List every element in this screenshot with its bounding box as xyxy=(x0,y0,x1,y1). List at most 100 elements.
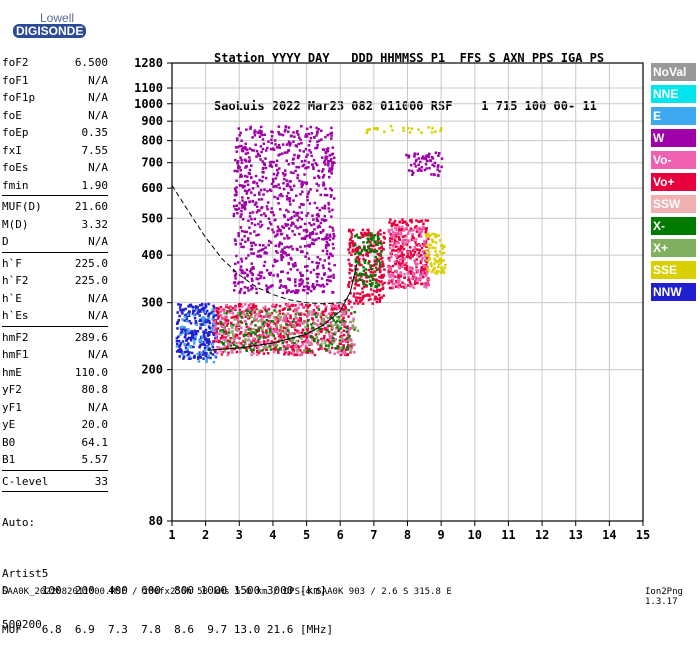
scatter-point xyxy=(259,274,263,278)
scatter-point xyxy=(240,203,244,207)
scatter-point xyxy=(352,326,356,330)
x-tick-label: 14 xyxy=(602,528,616,542)
scatter-point xyxy=(356,268,359,271)
scatter-point xyxy=(204,331,207,334)
scatter-point xyxy=(376,259,379,262)
scatter-point xyxy=(412,228,415,232)
scatter-point xyxy=(331,324,334,327)
scatter-point xyxy=(300,331,304,335)
scatter-point xyxy=(275,316,278,319)
scatter-point xyxy=(252,149,255,152)
scatter-point xyxy=(291,348,295,351)
scatter-point xyxy=(393,223,396,226)
scatter-point xyxy=(304,325,307,329)
scatter-point xyxy=(235,169,239,173)
scatter-point xyxy=(411,173,414,177)
scatter-point xyxy=(229,341,232,345)
scatter-point xyxy=(234,304,237,308)
scatter-point xyxy=(298,282,301,286)
scatter-point xyxy=(250,176,253,179)
scatter-point xyxy=(187,352,190,356)
param-row: yF1 N/A xyxy=(2,399,108,417)
scatter-point xyxy=(333,234,336,238)
scatter-point xyxy=(328,331,331,334)
scatter-point xyxy=(264,166,268,170)
scatter-point xyxy=(240,158,243,162)
scatter-point xyxy=(323,214,327,218)
scatter-point xyxy=(189,322,193,325)
scatter-point xyxy=(246,273,249,276)
scatter-point xyxy=(434,235,437,239)
scatter-point xyxy=(329,311,333,315)
scatter-point xyxy=(183,319,186,322)
scatter-point xyxy=(226,339,230,342)
scatter-point xyxy=(383,237,386,240)
scatter-point xyxy=(305,127,309,131)
scatter-point xyxy=(262,345,266,349)
scatter-point xyxy=(237,127,240,130)
scatter-point xyxy=(330,131,334,135)
scatter-point xyxy=(331,326,334,330)
scatter-point xyxy=(434,250,437,253)
scatter-point xyxy=(426,232,430,236)
scatter-point xyxy=(214,336,217,340)
scatter-point xyxy=(258,309,261,312)
scatter-point xyxy=(425,286,428,289)
scatter-point xyxy=(271,228,274,232)
scatter-point xyxy=(278,167,281,170)
scatter-point xyxy=(252,303,255,306)
param-name: fxI xyxy=(2,143,22,157)
scatter-point xyxy=(427,269,430,272)
scatter-point xyxy=(261,175,265,179)
scatter-point xyxy=(427,254,430,257)
scatter-point xyxy=(413,162,416,165)
scatter-point xyxy=(377,237,381,241)
scatter-point xyxy=(295,348,298,352)
scatter-point xyxy=(394,226,397,230)
scatter-point xyxy=(180,330,184,334)
scatter-point xyxy=(292,210,296,214)
scatter-point xyxy=(207,325,211,328)
scatter-point xyxy=(253,217,257,221)
scatter-point xyxy=(287,329,290,332)
scatter-point xyxy=(304,344,308,348)
scatter-point xyxy=(292,318,296,321)
scatter-point xyxy=(346,347,350,351)
scatter-point xyxy=(242,245,245,249)
scatter-point xyxy=(367,275,370,279)
scatter-point xyxy=(319,322,323,326)
scatter-point xyxy=(235,179,238,182)
scatter-point xyxy=(277,143,281,147)
scatter-point xyxy=(273,344,276,348)
scatter-point xyxy=(326,329,330,333)
scatter-point xyxy=(202,353,205,356)
scatter-point xyxy=(300,203,304,206)
scatter-point xyxy=(279,284,283,287)
scatter-point xyxy=(283,313,287,317)
scatter-point xyxy=(371,302,374,305)
legend-item-sse: SSE xyxy=(651,261,696,279)
scatter-point xyxy=(344,348,348,351)
scatter-point xyxy=(319,193,322,197)
scatter-point xyxy=(237,327,240,331)
scatter-point xyxy=(262,342,266,345)
scatter-point xyxy=(410,238,414,242)
scatter-point xyxy=(260,205,264,209)
scatter-point xyxy=(430,173,433,176)
scatter-point xyxy=(294,169,297,173)
scatter-point xyxy=(331,312,335,315)
scatter-point xyxy=(246,274,249,278)
scatter-point xyxy=(207,317,211,320)
scatter-point xyxy=(399,230,403,234)
scatter-point xyxy=(177,345,181,348)
scatter-point xyxy=(287,140,291,143)
scatter-point xyxy=(265,284,268,287)
scatter-cluster xyxy=(424,232,447,275)
param-name: h`E xyxy=(2,291,22,305)
scatter-point xyxy=(219,314,223,317)
scatter-point xyxy=(401,254,404,257)
scatter-point xyxy=(250,148,254,152)
scatter-point xyxy=(411,284,414,287)
scatter-point xyxy=(253,131,256,134)
scatter-point xyxy=(237,302,241,306)
